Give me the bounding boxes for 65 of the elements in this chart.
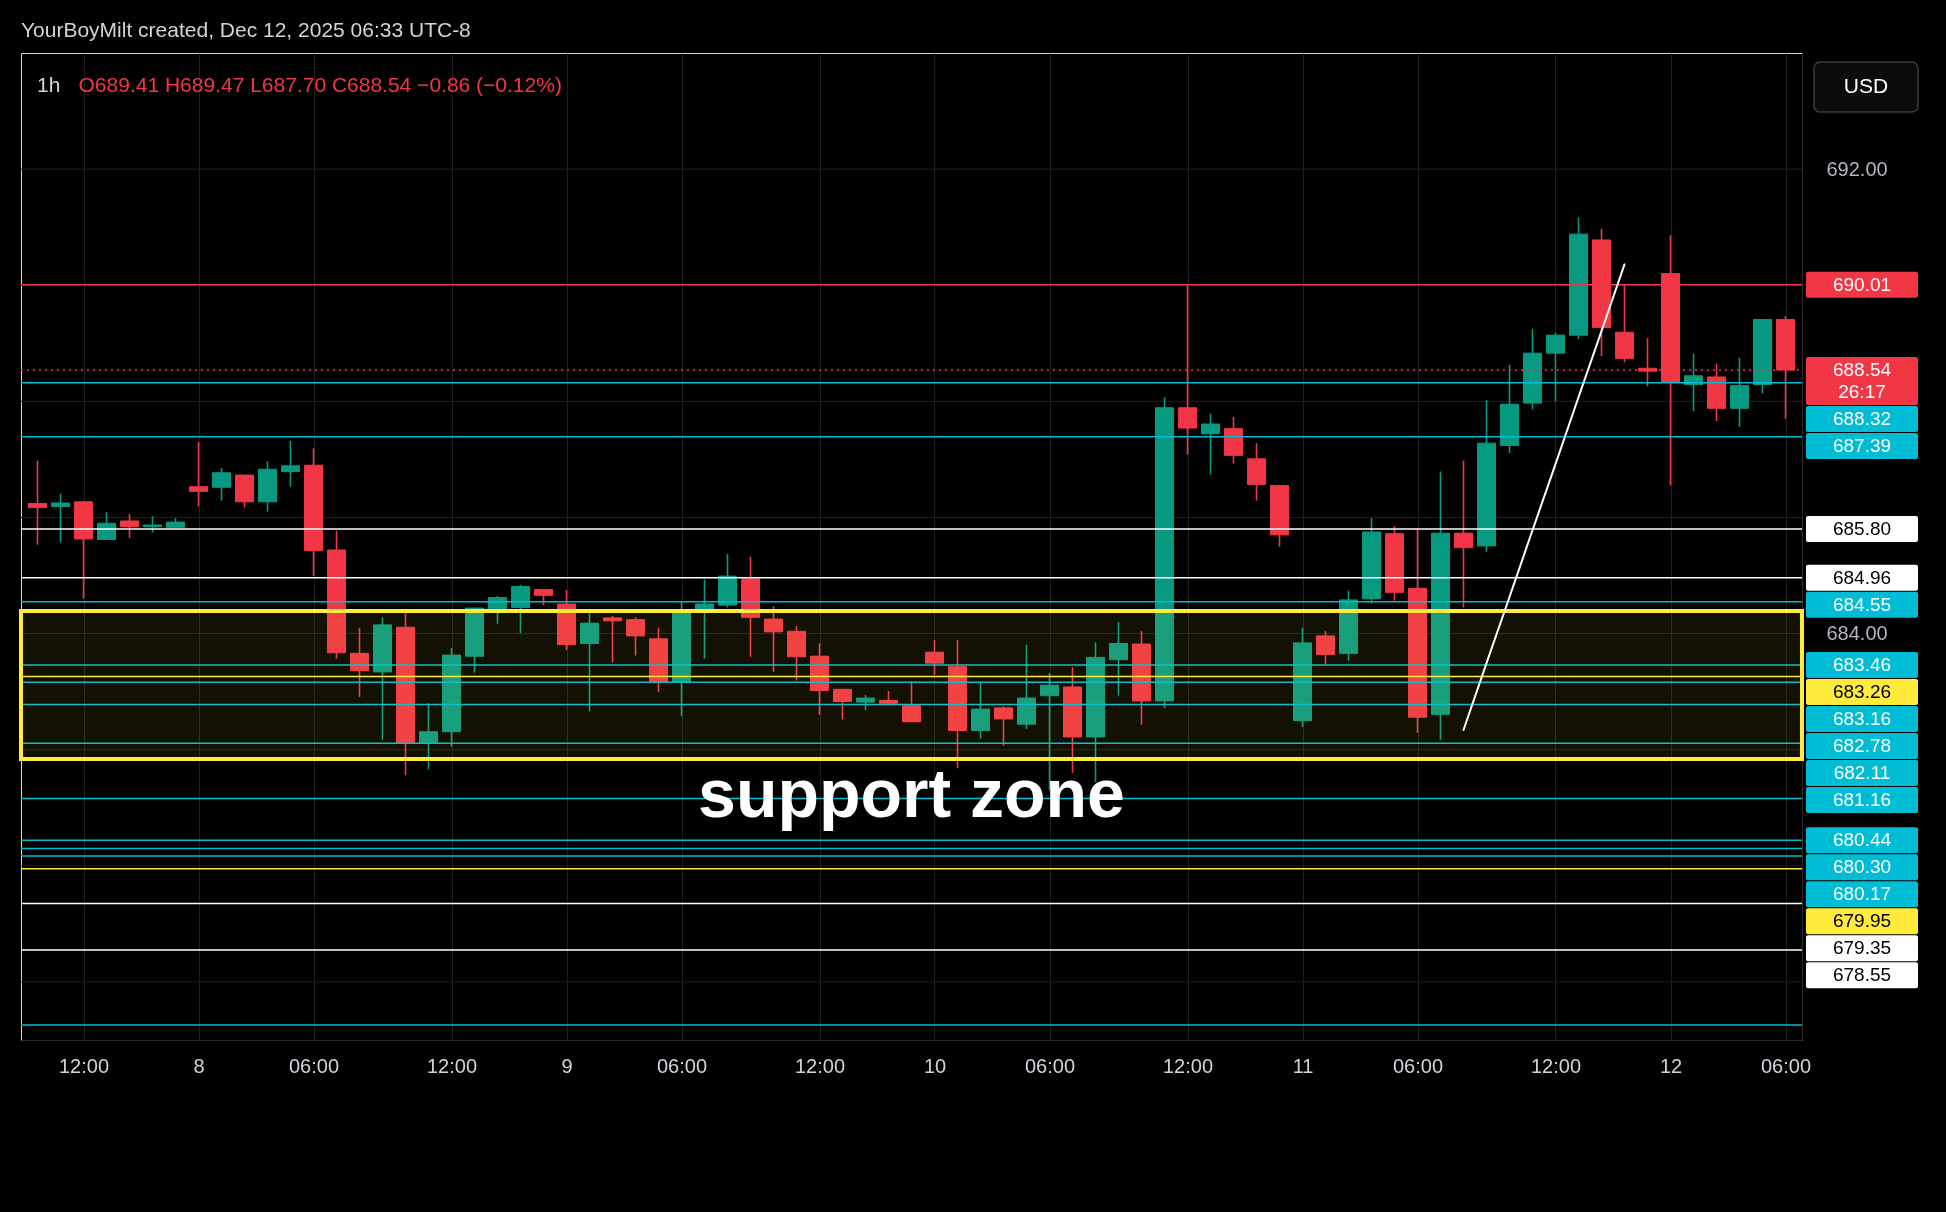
ref-line-label: 679.35 (1832, 937, 1892, 959)
ref-line-label: 681.16 (1832, 788, 1892, 810)
ref-line-label: 690.01 (1832, 273, 1892, 295)
candlestick (993, 705, 1014, 747)
x-tick-label: 10 (923, 1054, 947, 1077)
candlestick (763, 605, 784, 673)
candlestick (27, 459, 48, 546)
x-tick-label: 11 (1292, 1054, 1314, 1077)
y-tick-label: 684.00 (1826, 622, 1888, 645)
x-tick-label: 06:00 (1392, 1054, 1444, 1077)
ref-line-label: 682.78 (1832, 734, 1892, 756)
ref-line-label: 685.80 (1832, 518, 1892, 540)
text: O689.41 H689.47 L687.70 C688.54 −0.86 (−0.12%) (78, 73, 562, 96)
x-tick-label: 12:00 (1162, 1054, 1214, 1077)
candlestick (625, 616, 646, 657)
candlestick (188, 441, 209, 508)
x-tick-label: 06:00 (656, 1054, 708, 1077)
ref-line-label: 683.46 (1832, 653, 1892, 675)
ref-line-label: 684.96 (1832, 566, 1892, 588)
candlestick (970, 680, 991, 740)
candlestick (280, 440, 301, 488)
ref-line-label: 684.55 (1832, 593, 1892, 615)
ref-line-label: 680.30 (1832, 856, 1892, 878)
x-tick-label: 12:00 (58, 1054, 110, 1077)
ref-line-label: 680.44 (1832, 829, 1892, 851)
ref-line-label: 683.26 (1832, 680, 1892, 702)
x-tick-label: 06:00 (1024, 1054, 1076, 1077)
x-tick-label: 12:00 (794, 1054, 846, 1077)
candlestick (50, 492, 71, 544)
candlestick (211, 467, 232, 502)
candlestick (924, 639, 945, 676)
x-tick-label: 12 (1659, 1054, 1683, 1077)
ref-line-label: 680.17 (1832, 883, 1892, 905)
ref-line-label: 688.32 (1832, 408, 1892, 429)
ref-line-label: 683.16 (1832, 707, 1892, 729)
candlestick (602, 615, 623, 664)
x-tick-label: 9 (561, 1054, 573, 1077)
ref-line-label: 682.11 (1833, 761, 1891, 783)
candlestick (1729, 357, 1750, 428)
candlestick (579, 612, 600, 713)
text: USD (1843, 74, 1889, 97)
x-tick-label: 06:00 (288, 1054, 340, 1077)
text: YourBoyMilt created, Dec 12, 2025 06:33 UTC-8 (21, 18, 471, 41)
x-tick-label: 12:00 (426, 1054, 478, 1077)
candlestick (1108, 621, 1129, 697)
candlestick (901, 680, 922, 723)
ref-line-label: 687.39 (1832, 435, 1892, 456)
ref-line-label: 679.95 (1832, 910, 1892, 932)
x-tick-label: 8 (193, 1054, 205, 1077)
candlestick (418, 702, 439, 771)
ref-line-label: 678.55 (1832, 964, 1892, 986)
candlestick (832, 688, 853, 721)
x-tick-label: 06:00 (1760, 1054, 1812, 1077)
candlestick (119, 513, 140, 539)
candlestick (510, 584, 531, 634)
ref-line-label: 688.54 26:17 (1832, 359, 1892, 402)
candlestick (1200, 412, 1221, 476)
candlestick (1453, 459, 1474, 609)
candlestick (487, 595, 508, 625)
candlestick (1545, 332, 1566, 403)
y-tick-label: 692.00 (1826, 157, 1888, 180)
candlestick (1315, 630, 1336, 666)
text: 1h (37, 73, 61, 96)
x-tick-label: 12:00 (1530, 1054, 1582, 1077)
candlestick (694, 578, 715, 660)
